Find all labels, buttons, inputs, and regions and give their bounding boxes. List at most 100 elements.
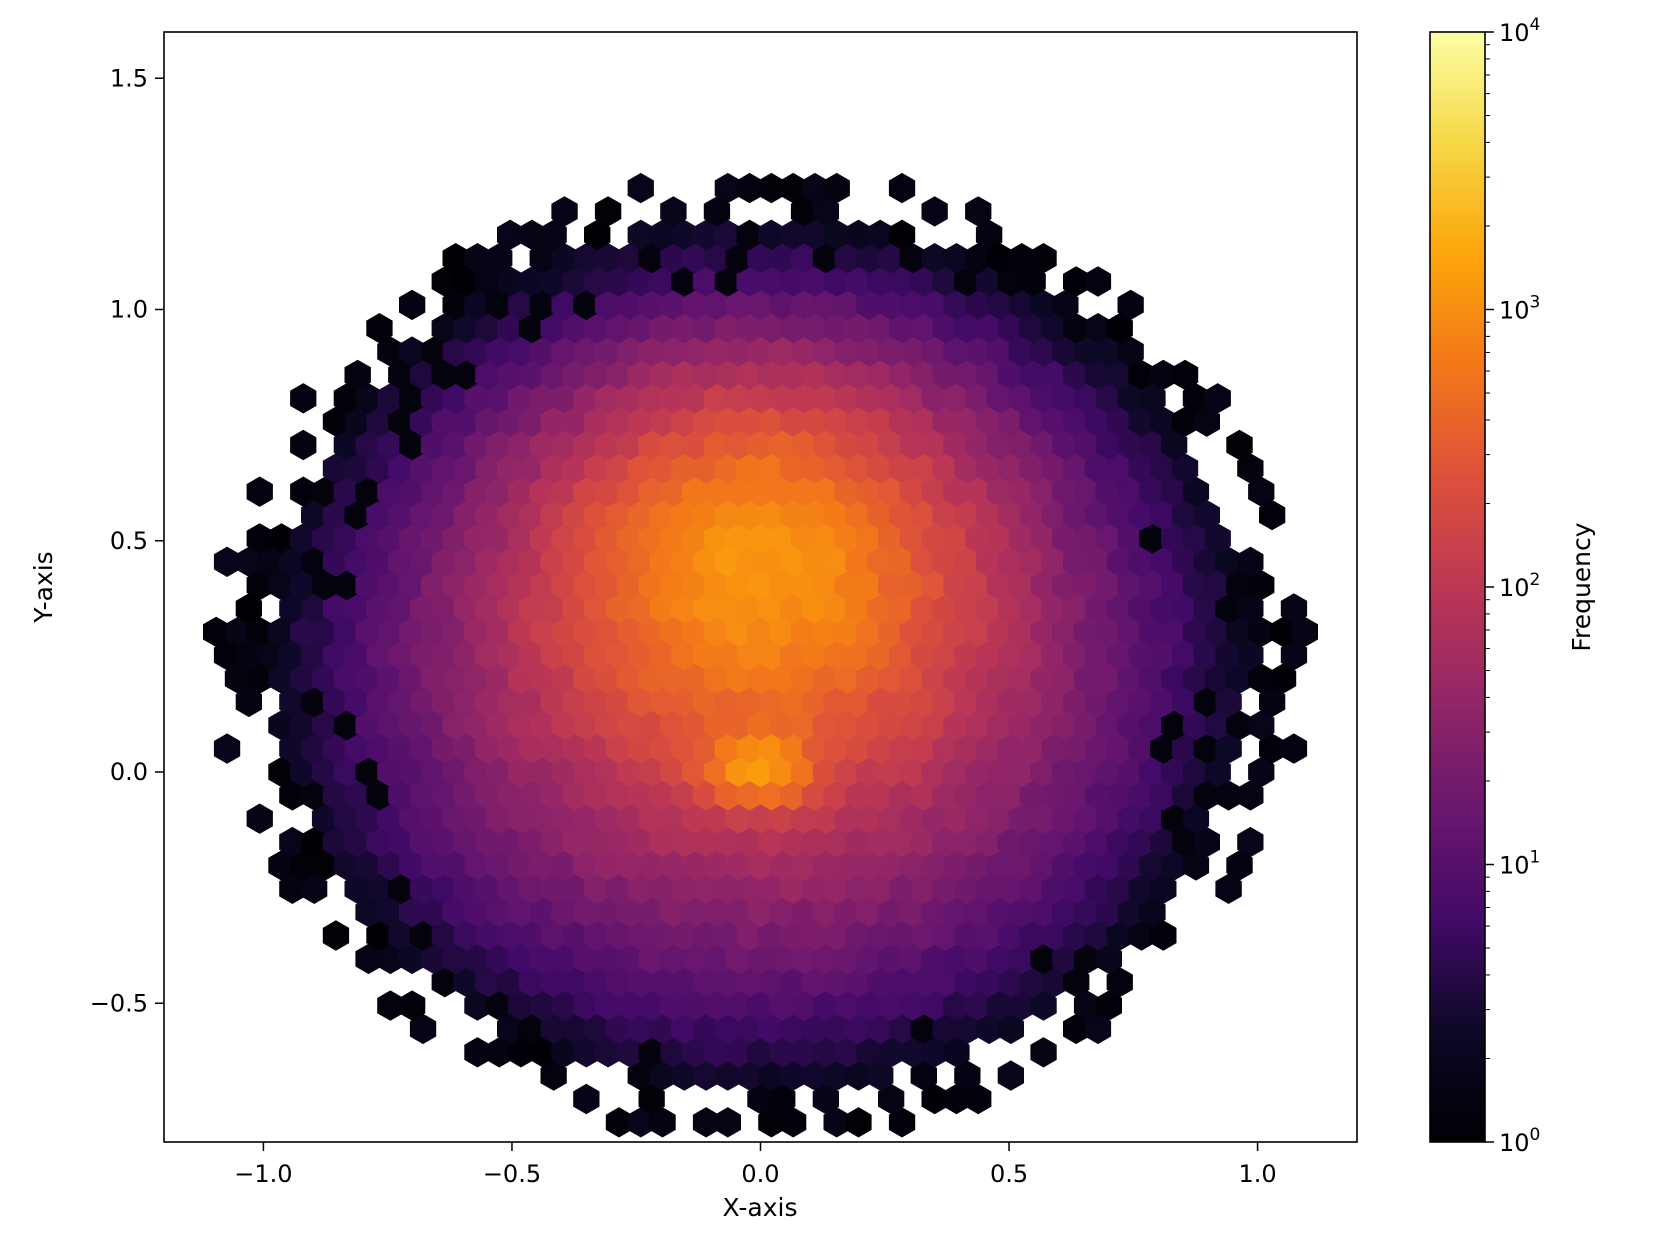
hex-cell: [322, 640, 350, 671]
hex-cell: [562, 266, 589, 297]
hex-cell: [507, 756, 535, 788]
hex-cell: [682, 243, 709, 274]
hex-cell: [1008, 710, 1035, 741]
hex-cell: [464, 710, 491, 741]
hex-cell: [692, 359, 720, 391]
hex-cell: [616, 663, 643, 694]
hex-cell: [420, 803, 448, 834]
hex-cell: [594, 429, 622, 461]
hex-cell: [747, 850, 774, 881]
hex-cell: [540, 406, 567, 437]
hex-cell: [1128, 686, 1155, 718]
hex-cell: [790, 243, 818, 274]
hex-cell: [780, 1013, 807, 1045]
hex-cell: [888, 967, 916, 998]
hex-cell: [714, 1107, 741, 1138]
hex-cell: [878, 1083, 905, 1115]
hex-cell: [834, 243, 861, 274]
hex-cell: [322, 826, 350, 858]
hex-cell: [355, 523, 382, 554]
hex-cell: [1248, 710, 1275, 741]
hex-cell: [562, 593, 589, 624]
hex-cell: [1063, 733, 1090, 764]
hex-cell: [736, 593, 763, 624]
hex-cell: [1019, 546, 1046, 577]
hex-cell: [932, 499, 959, 531]
hex-cell: [1117, 896, 1144, 928]
hex-cell: [453, 593, 480, 624]
hex-cell: [682, 990, 709, 1021]
hex-cell: [682, 476, 709, 507]
hex-cell: [333, 616, 360, 648]
hex-cell: [442, 336, 469, 367]
hex-cell: [453, 453, 480, 484]
hex-cell: [584, 219, 611, 250]
hex-cell: [888, 1013, 916, 1045]
hex-cell: [1139, 569, 1166, 601]
hex-cell: [355, 850, 382, 881]
hex-cell: [1008, 990, 1035, 1021]
hex-cell: [1106, 967, 1133, 998]
hex-cell: [1150, 359, 1177, 391]
hex-cell: [736, 266, 763, 297]
hex-cell: [714, 406, 741, 437]
hex-cell: [1030, 850, 1057, 881]
hex-cell: [333, 476, 360, 507]
hex-cell: [986, 289, 1014, 321]
hex-cell: [867, 826, 894, 858]
hex-cell: [867, 593, 894, 624]
hex-cell: [899, 616, 927, 648]
hex-cell: [551, 429, 578, 461]
hex-cell: [475, 686, 502, 718]
hex-cell: [605, 313, 633, 344]
hex-cell: [1063, 266, 1090, 297]
hex-cell: [812, 523, 839, 554]
hex-cell: [1019, 313, 1046, 344]
hex-cell: [845, 313, 872, 344]
hex-cell: [638, 569, 665, 601]
hex-cell: [486, 1037, 513, 1068]
hex-cell: [975, 546, 1003, 577]
hex-cell: [692, 873, 720, 904]
hexbin-cells: [203, 172, 1318, 1138]
hex-cell: [1041, 499, 1068, 531]
hex-cell: [1019, 406, 1046, 437]
hex-cell: [769, 1037, 796, 1068]
hex-cell: [1106, 686, 1133, 718]
hex-cell: [714, 920, 741, 951]
hex-cell: [812, 616, 839, 648]
hex-cell: [453, 640, 480, 671]
hex-cell: [420, 336, 448, 367]
hex-cell: [1008, 523, 1035, 554]
hex-cell: [344, 873, 371, 904]
hex-cell: [1150, 780, 1177, 811]
hex-cell: [605, 499, 633, 531]
hex-cell: [388, 640, 415, 671]
hex-cell: [747, 1083, 774, 1115]
hex-cell: [1084, 686, 1112, 718]
hex-cell: [464, 429, 491, 461]
x-tick-label: 0.0: [741, 1160, 779, 1188]
hex-cell: [529, 663, 556, 694]
hex-cell: [736, 780, 763, 811]
hex-cell: [1150, 640, 1177, 671]
hex-cell: [322, 733, 350, 764]
hex-cell: [507, 663, 535, 694]
hex-cell: [562, 406, 589, 437]
hex-cell: [878, 569, 905, 601]
hex-cell: [703, 616, 731, 648]
hex-cell: [1008, 896, 1035, 928]
hex-cell: [627, 406, 654, 437]
hex-cell: [529, 943, 556, 975]
hex-cell: [529, 803, 556, 834]
hex-cell: [301, 826, 328, 858]
hex-cell: [573, 756, 600, 788]
hex-cell: [409, 359, 437, 391]
hex-cell: [605, 920, 633, 951]
hex-cell: [475, 873, 502, 904]
hex-cell: [507, 383, 535, 414]
hex-cell: [1084, 593, 1112, 624]
hex-cell: [388, 733, 415, 764]
hex-cell: [290, 429, 317, 461]
hex-cell: [409, 826, 437, 858]
